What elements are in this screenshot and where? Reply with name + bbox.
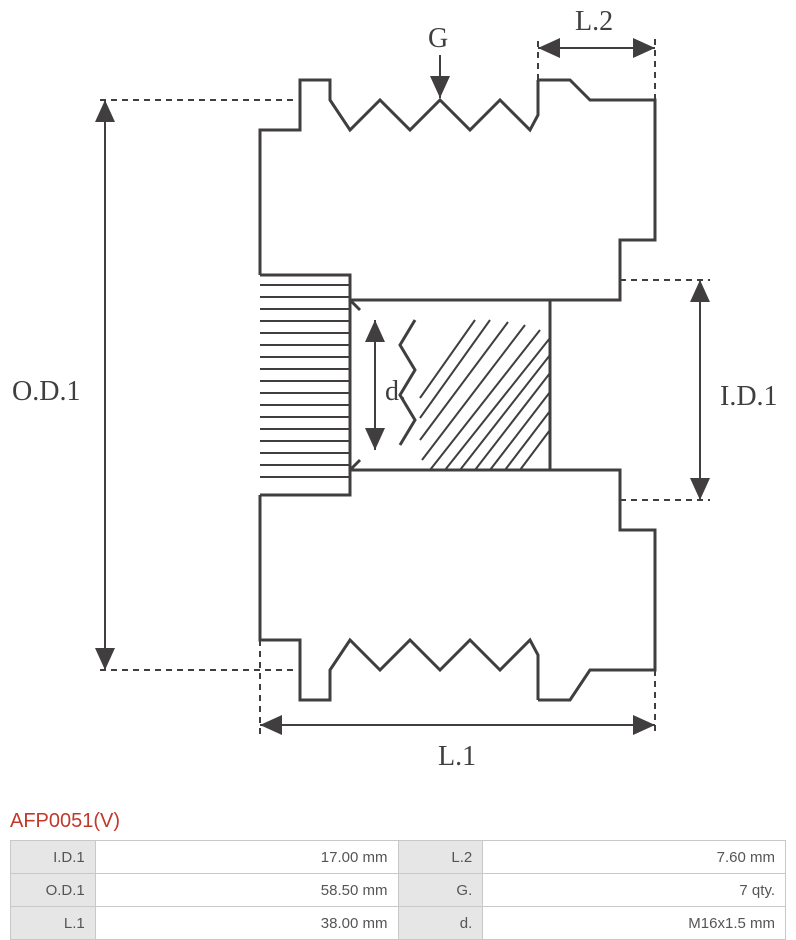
label-d: d. xyxy=(385,376,406,407)
spec-label: G. xyxy=(398,874,483,907)
label-id1: I.D.1 xyxy=(720,381,778,412)
label-l2: L.2 xyxy=(575,6,613,37)
spec-label: d. xyxy=(398,907,483,940)
label-g: G xyxy=(428,23,448,54)
spec-value: 58.50 mm xyxy=(95,874,398,907)
spec-label: L.1 xyxy=(11,907,96,940)
spec-label: O.D.1 xyxy=(11,874,96,907)
label-od1: O.D.1 xyxy=(12,376,80,407)
table-row: O.D.1 58.50 mm G. 7 qty. xyxy=(11,874,786,907)
part-number: AFP0051(V) xyxy=(10,810,120,833)
spec-value: 38.00 mm xyxy=(95,907,398,940)
label-l1: L.1 xyxy=(438,741,476,772)
spec-table: I.D.1 17.00 mm L.2 7.60 mm O.D.1 58.50 m… xyxy=(10,840,786,940)
spec-label: L.2 xyxy=(398,841,483,874)
spec-value: 17.00 mm xyxy=(95,841,398,874)
technical-drawing: O.D.1 I.D.1 L.1 L.2 G d. xyxy=(0,0,796,790)
spec-value: 7.60 mm xyxy=(483,841,786,874)
spec-label: I.D.1 xyxy=(11,841,96,874)
spec-value: 7 qty. xyxy=(483,874,786,907)
pulley-diagram-svg: O.D.1 I.D.1 L.1 L.2 G d. xyxy=(0,0,796,790)
spec-value: M16x1.5 mm xyxy=(483,907,786,940)
table-row: I.D.1 17.00 mm L.2 7.60 mm xyxy=(11,841,786,874)
table-row: L.1 38.00 mm d. M16x1.5 mm xyxy=(11,907,786,940)
